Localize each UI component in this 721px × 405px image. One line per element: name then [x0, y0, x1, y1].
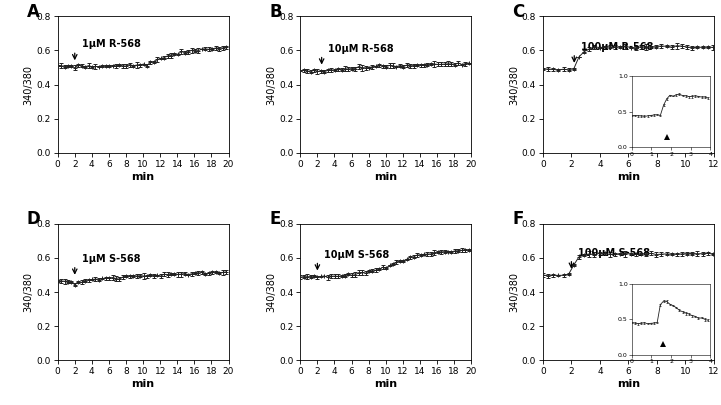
Text: B: B [270, 2, 282, 21]
X-axis label: min: min [616, 172, 640, 181]
X-axis label: min: min [616, 379, 640, 389]
Text: A: A [27, 2, 40, 21]
X-axis label: min: min [374, 379, 397, 389]
Text: 10μM R-568: 10μM R-568 [329, 44, 394, 54]
Y-axis label: 340/380: 340/380 [266, 64, 276, 104]
Text: D: D [27, 210, 40, 228]
X-axis label: min: min [131, 172, 155, 181]
Text: 1μM S-568: 1μM S-568 [81, 254, 140, 264]
Text: C: C [512, 2, 524, 21]
Text: 100μM S-568: 100μM S-568 [578, 248, 650, 258]
Text: 10μM S-568: 10μM S-568 [324, 250, 389, 260]
Y-axis label: 340/380: 340/380 [509, 272, 519, 312]
Text: 1μM R-568: 1μM R-568 [81, 40, 141, 49]
X-axis label: min: min [131, 379, 155, 389]
Y-axis label: 340/380: 340/380 [24, 272, 34, 312]
Y-axis label: 340/380: 340/380 [509, 64, 519, 104]
X-axis label: min: min [374, 172, 397, 181]
Text: F: F [512, 210, 523, 228]
Y-axis label: 340/380: 340/380 [24, 64, 34, 104]
Y-axis label: 340/380: 340/380 [266, 272, 276, 312]
Text: E: E [270, 210, 281, 228]
Text: 100μM R-568: 100μM R-568 [581, 42, 653, 52]
